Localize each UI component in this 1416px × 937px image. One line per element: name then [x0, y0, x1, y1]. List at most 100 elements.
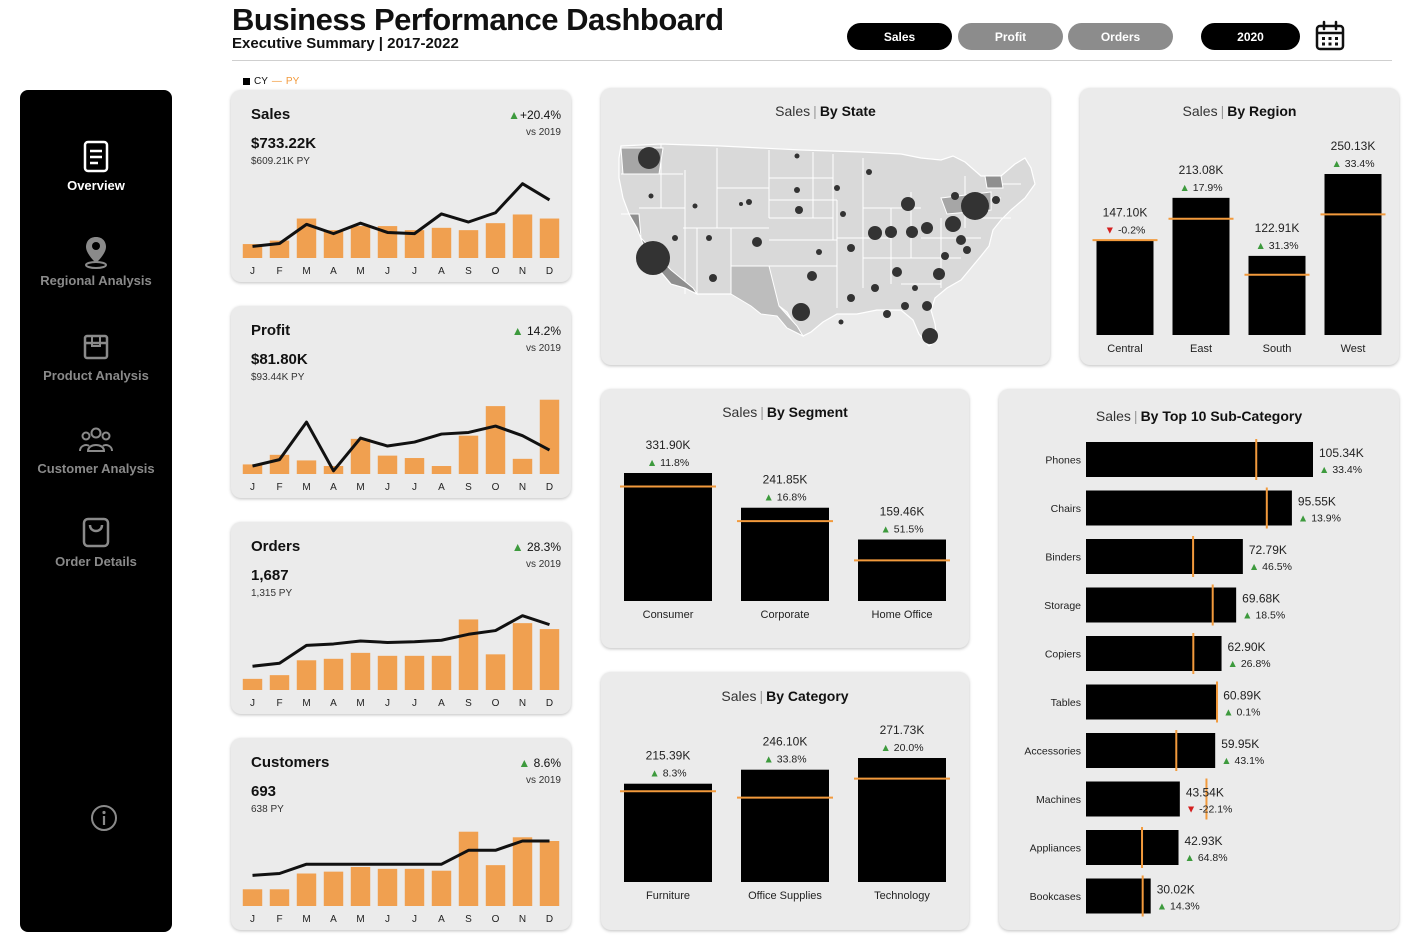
bar-delta-label: ▲ 17.9% — [1179, 182, 1222, 194]
bar-delta-label: ▲ 33.4% — [1331, 158, 1374, 170]
toggle-sales-button[interactable]: Sales — [847, 23, 952, 50]
kpi-card-customers[interactable]: Customers 693 638 PY ▲ 8.6% vs 2019 J F M A… — [231, 738, 571, 930]
py-bar — [242, 678, 263, 690]
up-arrow-icon: ▲ — [649, 768, 662, 780]
category-label: Machines — [1036, 794, 1081, 806]
py-bar — [485, 865, 506, 906]
month-tick-label: A — [438, 482, 445, 493]
up-arrow-icon: ▲ — [1255, 240, 1268, 252]
state-texas[interactable] — [730, 265, 805, 338]
up-arrow-icon: ▲ — [1223, 707, 1236, 719]
year-select[interactable]: 2020 — [1201, 23, 1300, 50]
bar-value-label: 30.02K — [1157, 883, 1195, 897]
down-arrow-icon: ▼ — [1105, 224, 1118, 236]
up-arrow-icon: ▲ — [880, 742, 893, 754]
up-arrow-icon: ▲ — [1319, 464, 1332, 476]
bar-delta-label: ▼ -0.2% — [1105, 224, 1146, 236]
bar — [624, 783, 712, 882]
sales-by-region-card: Sales | By Region 147.10K ▼ -0.2% Central 213… — [1080, 88, 1399, 365]
py-bar — [269, 675, 290, 690]
bar — [858, 758, 946, 882]
card-title: Sales | By Category — [721, 688, 849, 704]
month-tick-label: M — [302, 266, 310, 277]
bar-value-label: 246.10K — [763, 735, 808, 749]
sidebar: Overview Regional Analysis Product Analy… — [20, 90, 172, 932]
category-label: Technology — [874, 890, 930, 902]
bar — [1086, 878, 1151, 914]
up-arrow-icon: ▲ — [511, 540, 524, 554]
month-tick-label: J — [385, 698, 390, 709]
py-bar — [431, 227, 452, 258]
sidebar-item-overview[interactable]: Overview — [20, 140, 172, 193]
kpi-card-orders[interactable]: Orders 1,687 1,315 PY ▲ 28.3% vs 2019 J F… — [231, 522, 571, 714]
sidebar-item-customer-analysis[interactable]: Customer Analysis — [20, 423, 172, 476]
py-bar — [458, 230, 479, 258]
bar — [1086, 733, 1216, 768]
calendar-icon[interactable] — [1314, 20, 1346, 57]
sidebar-item-product-analysis[interactable]: Product Analysis — [20, 330, 172, 383]
bag-icon — [82, 517, 110, 548]
category-label: Tables — [1051, 697, 1081, 709]
py-bar — [269, 889, 290, 906]
py-bar — [431, 655, 452, 690]
bar-value-label: 271.73K — [880, 723, 925, 737]
month-tick-label: M — [356, 698, 364, 709]
toggle-profit-button[interactable]: Profit — [958, 23, 1063, 50]
month-tick-label: J — [412, 482, 417, 493]
category-label: Central — [1107, 343, 1142, 355]
py-bar — [485, 406, 506, 474]
sidebar-item-regional-analysis[interactable]: Regional Analysis — [20, 235, 172, 288]
month-tick-label: S — [465, 266, 472, 277]
kpi-title: Orders — [251, 538, 301, 555]
bar-value-label: 72.79K — [1249, 543, 1287, 557]
sidebar-item-order-details[interactable]: Order Details — [20, 516, 172, 569]
kpi-value: $81.80K — [251, 351, 308, 368]
bar — [1086, 587, 1237, 623]
category-label: Furniture — [646, 890, 690, 902]
py-bar — [296, 873, 317, 906]
bar — [1172, 197, 1230, 335]
toggle-orders-button[interactable]: Orders — [1068, 23, 1173, 50]
info-icon[interactable] — [90, 804, 118, 837]
category-label: Consumer — [643, 609, 694, 621]
bar — [741, 507, 829, 601]
page-subtitle: Executive Summary | 2017-2022 — [232, 35, 459, 52]
kpi-card-sales[interactable]: Sales $733.22K $609.21K PY ▲+20.4% vs 20… — [231, 90, 571, 282]
py-bar — [377, 868, 398, 906]
bar-delta-label: ▲ 18.5% — [1242, 610, 1285, 622]
month-tick-label: N — [519, 266, 526, 277]
bar — [624, 473, 712, 601]
kpi-vs-label: vs 2019 — [525, 343, 561, 354]
py-bar — [323, 230, 344, 258]
py-bar — [458, 435, 479, 474]
up-arrow-icon: ▲ — [1228, 658, 1241, 670]
month-tick-label: O — [492, 482, 500, 493]
up-arrow-icon: ▲ — [763, 492, 776, 504]
month-tick-label: S — [465, 482, 472, 493]
category-label: Copiers — [1045, 649, 1081, 661]
up-arrow-icon: ▲ — [1298, 513, 1311, 525]
bar-value-label: 42.93K — [1185, 834, 1223, 848]
bar-delta-label: ▲ 8.3% — [649, 768, 686, 780]
bar-value-label: 250.13K — [1331, 139, 1376, 153]
state-vermont[interactable] — [984, 175, 1004, 189]
category-label: West — [1341, 343, 1366, 355]
py-bar — [296, 660, 317, 690]
kpi-title: Customers — [251, 754, 330, 771]
kpi-card-profit[interactable]: Profit $81.80K $93.44K PY ▲ 14.2% vs 201… — [231, 306, 571, 498]
bar — [1086, 636, 1222, 671]
kpi-py-value: 638 PY — [251, 804, 284, 815]
us-state-map[interactable] — [601, 88, 1050, 365]
cy-py-legend: CY — PY — [243, 76, 299, 87]
bar-value-label: 122.91K — [1255, 221, 1300, 235]
bar-delta-label: ▲ 43.1% — [1221, 755, 1264, 767]
category-label: East — [1190, 343, 1212, 355]
month-tick-label: A — [330, 482, 337, 493]
kpi-value: 693 — [251, 783, 277, 800]
py-bar — [458, 831, 479, 906]
bar-delta-label: ▲ 26.8% — [1228, 658, 1271, 670]
month-tick-label: J — [385, 266, 390, 277]
